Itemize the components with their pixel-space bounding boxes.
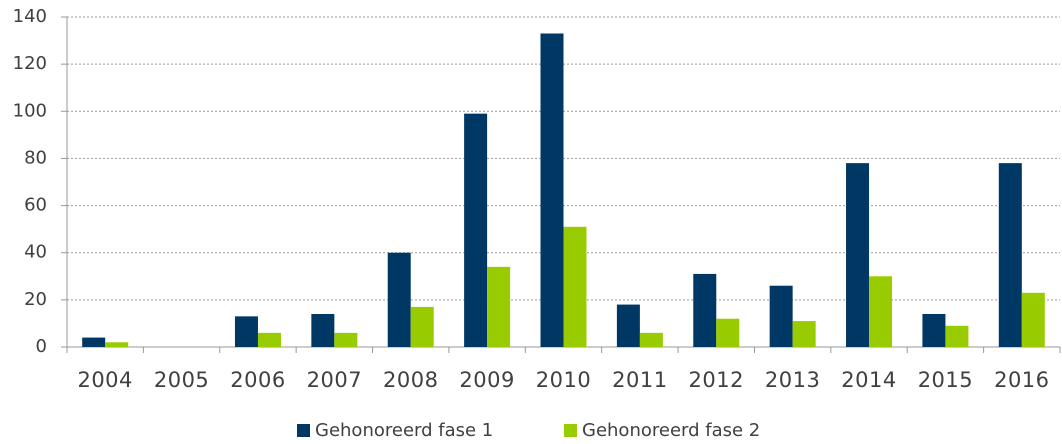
x-tick-label: 2007 xyxy=(307,368,362,392)
bar xyxy=(922,314,946,347)
x-tick-label: 2015 xyxy=(918,368,973,392)
x-tick-label: 2004 xyxy=(77,368,132,392)
y-tick-label: 140 xyxy=(13,6,47,27)
x-tick-label: 2012 xyxy=(689,368,744,392)
x-tick-label: 2013 xyxy=(765,368,820,392)
x-tick-label: 2014 xyxy=(841,368,896,392)
y-tick-label: 20 xyxy=(24,289,47,310)
bar xyxy=(563,226,587,347)
bar xyxy=(540,33,564,347)
bar xyxy=(945,325,969,347)
y-tick-label: 100 xyxy=(13,100,47,121)
bar xyxy=(311,314,335,347)
bar xyxy=(792,321,816,347)
legend-swatch xyxy=(564,424,577,437)
x-tick-label: 2009 xyxy=(459,368,514,392)
bar xyxy=(387,252,411,347)
bar xyxy=(234,316,258,347)
bar xyxy=(693,273,717,347)
legend-label: Gehonoreerd fase 1 xyxy=(315,420,493,441)
bar xyxy=(410,306,434,347)
bar xyxy=(769,285,793,347)
y-tick-label: 80 xyxy=(24,147,47,168)
x-tick-label: 2016 xyxy=(994,368,1049,392)
bar xyxy=(334,332,358,347)
bar xyxy=(82,337,106,347)
bar xyxy=(257,332,281,347)
bar xyxy=(487,266,511,347)
x-tick-label: 2011 xyxy=(612,368,667,392)
legend-label: Gehonoreerd fase 2 xyxy=(582,420,760,441)
x-tick-label: 2008 xyxy=(383,368,438,392)
bar xyxy=(639,332,663,347)
bar xyxy=(1021,292,1045,347)
x-tick-label: 2010 xyxy=(536,368,591,392)
x-tick-label: 2005 xyxy=(154,368,209,392)
y-tick-label: 0 xyxy=(36,336,47,357)
y-tick-label: 60 xyxy=(24,195,47,216)
bar xyxy=(869,276,893,347)
bar xyxy=(616,304,640,347)
y-tick-label: 40 xyxy=(24,242,47,263)
bar xyxy=(846,163,870,347)
bar xyxy=(464,113,488,348)
bar xyxy=(105,342,129,347)
bar xyxy=(716,318,740,347)
legend-swatch xyxy=(297,424,310,437)
y-tick-label: 120 xyxy=(13,53,47,74)
x-tick-label: 2006 xyxy=(230,368,285,392)
bar xyxy=(998,163,1022,347)
